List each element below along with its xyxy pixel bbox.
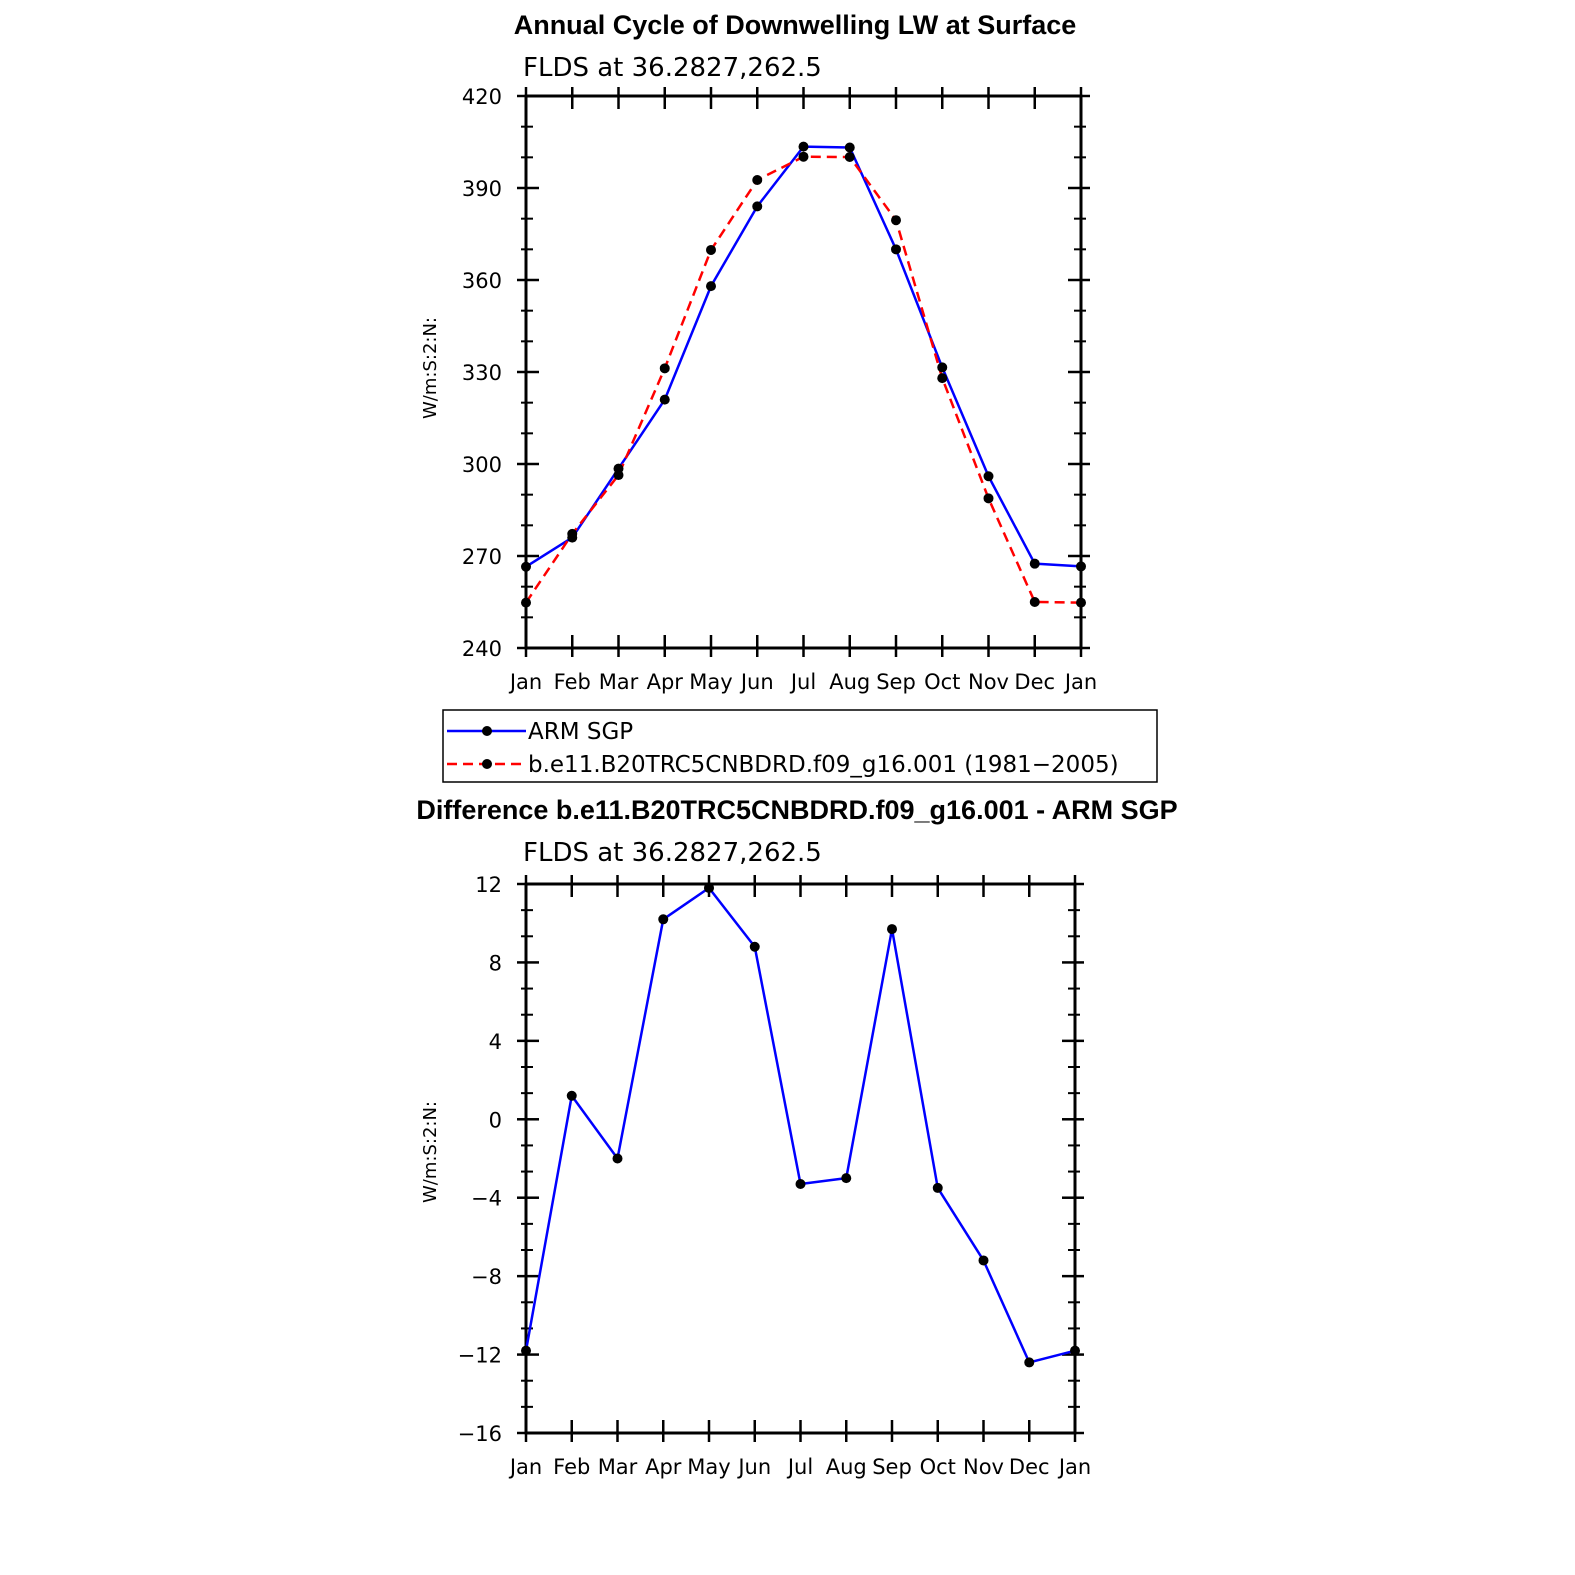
data-point-series-1 bbox=[891, 215, 901, 226]
data-point-series-0 bbox=[887, 924, 897, 935]
annual-cycle-chart: Annual Cycle of Downwelling LW at Surfac… bbox=[420, 10, 1097, 694]
legend-marker-arm-sgp bbox=[482, 726, 492, 736]
data-point-series-0 bbox=[844, 142, 855, 153]
data-point-series-1 bbox=[1029, 597, 1040, 607]
legend-marker-model bbox=[482, 759, 492, 769]
difference-chart: Difference b.e11.B20TRC5CNBDRD.f09_g16.0… bbox=[416, 795, 1177, 1479]
x-tick-label: Jul bbox=[786, 1455, 813, 1479]
x-tick-label: Jan bbox=[1063, 670, 1097, 694]
x-tick-label: Feb bbox=[553, 1455, 590, 1479]
y-tick-label: 330 bbox=[462, 361, 502, 385]
y-tick-label: −4 bbox=[471, 1187, 502, 1211]
data-point-series-0 bbox=[521, 1345, 531, 1356]
legend-box bbox=[442, 709, 1158, 783]
data-point-series-0 bbox=[566, 1090, 577, 1101]
data-point-series-0 bbox=[937, 362, 948, 373]
chart-title: Annual Cycle of Downwelling LW at Surfac… bbox=[514, 10, 1077, 40]
x-tick-label: Aug bbox=[826, 1455, 867, 1479]
data-point-series-1 bbox=[706, 244, 716, 255]
y-tick-label: −12 bbox=[458, 1344, 502, 1368]
y-tick-label: 360 bbox=[462, 269, 502, 293]
x-tick-label: Sep bbox=[876, 670, 916, 694]
data-point-series-0 bbox=[891, 244, 901, 255]
chart-subtitle: FLDS at 36.2827,262.5 bbox=[523, 838, 822, 868]
y-tick-label: 240 bbox=[462, 637, 502, 661]
plot-frame bbox=[524, 94, 1083, 650]
y-tick-label: 4 bbox=[489, 1030, 502, 1054]
data-point-series-1 bbox=[567, 528, 578, 539]
y-tick-label: 270 bbox=[462, 545, 502, 569]
x-tick-label: Mar bbox=[598, 1455, 638, 1479]
data-point-series-1 bbox=[983, 493, 994, 504]
data-point-series-0 bbox=[932, 1182, 943, 1193]
data-point-series-1 bbox=[521, 597, 531, 608]
data-point-series-0 bbox=[798, 141, 809, 152]
x-tick-label: Nov bbox=[963, 1455, 1004, 1479]
legend-label-arm-sgp: ARM SGP bbox=[528, 719, 633, 745]
data-point-series-0 bbox=[795, 1178, 806, 1189]
series-line-1 bbox=[524, 155, 1082, 604]
x-tick-label: Jan bbox=[1057, 1455, 1091, 1479]
data-point-series-0 bbox=[1070, 1345, 1080, 1356]
x-tick-label: Apr bbox=[645, 1455, 682, 1479]
data-point-series-0 bbox=[1029, 558, 1040, 569]
series-line-0 bbox=[525, 145, 1082, 568]
data-point-series-1 bbox=[613, 470, 624, 481]
data-point-series-0 bbox=[706, 281, 716, 292]
data-point-series-1 bbox=[844, 152, 855, 163]
x-tick-label: Apr bbox=[647, 670, 684, 694]
chart-subtitle: FLDS at 36.2827,262.5 bbox=[523, 53, 822, 83]
data-point-series-1 bbox=[752, 175, 763, 186]
data-point-series-0 bbox=[749, 941, 760, 952]
y-tick-label: −8 bbox=[471, 1265, 502, 1289]
series-line-0 bbox=[524, 886, 1076, 1364]
y-tick-label: 8 bbox=[489, 951, 502, 975]
data-point-series-0 bbox=[521, 561, 531, 572]
data-point-series-0 bbox=[841, 1173, 852, 1184]
y-tick-label: 0 bbox=[489, 1108, 502, 1132]
data-point-series-0 bbox=[704, 882, 714, 893]
y-tick-label: 300 bbox=[462, 453, 502, 477]
y-tick-label: 12 bbox=[475, 873, 502, 897]
x-tick-label: Jun bbox=[736, 1455, 771, 1479]
y-tick-label: 420 bbox=[462, 85, 502, 109]
x-tick-label: Aug bbox=[829, 670, 870, 694]
data-point-series-0 bbox=[978, 1255, 989, 1266]
data-point-series-0 bbox=[659, 394, 670, 405]
legend-label-model: b.e11.B20TRC5CNBDRD.f09_g16.001 (1981−20… bbox=[528, 752, 1119, 778]
data-point-series-1 bbox=[1076, 597, 1086, 608]
data-point-series-0 bbox=[983, 471, 994, 482]
y-tick-label: 390 bbox=[462, 177, 502, 201]
x-tick-label: Dec bbox=[1009, 1455, 1050, 1479]
x-tick-label: Jul bbox=[789, 670, 816, 694]
data-point-series-1 bbox=[937, 373, 948, 384]
x-tick-label: Oct bbox=[924, 670, 960, 694]
legend: ARM SGP b.e11.B20TRC5CNBDRD.f09_g16.001 … bbox=[442, 709, 1158, 783]
data-point-series-0 bbox=[1076, 561, 1086, 572]
data-point-series-1 bbox=[659, 363, 670, 374]
x-tick-label: May bbox=[689, 670, 732, 694]
data-point-series-0 bbox=[1024, 1357, 1035, 1368]
chart-title: Difference b.e11.B20TRC5CNBDRD.f09_g16.0… bbox=[416, 795, 1177, 825]
data-point-series-0 bbox=[612, 1153, 623, 1164]
data-point-series-0 bbox=[658, 914, 669, 925]
x-tick-label: Feb bbox=[554, 670, 591, 694]
x-tick-label: Nov bbox=[968, 670, 1009, 694]
x-tick-label: Jan bbox=[508, 670, 542, 694]
y-axis-label: W/m:S:2:N: bbox=[420, 317, 441, 419]
x-tick-label: Oct bbox=[920, 1455, 956, 1479]
x-tick-label: Sep bbox=[872, 1455, 912, 1479]
y-tick-label: −16 bbox=[458, 1422, 502, 1446]
x-tick-label: May bbox=[687, 1455, 730, 1479]
x-tick-label: Jun bbox=[739, 670, 774, 694]
plot-frame bbox=[524, 882, 1077, 1435]
y-axis-label: W/m:S:2:N: bbox=[420, 1101, 441, 1203]
x-tick-label: Dec bbox=[1014, 670, 1055, 694]
x-tick-label: Mar bbox=[599, 670, 639, 694]
data-point-series-1 bbox=[798, 151, 809, 162]
x-tick-label: Jan bbox=[508, 1455, 542, 1479]
data-point-series-0 bbox=[752, 201, 763, 212]
